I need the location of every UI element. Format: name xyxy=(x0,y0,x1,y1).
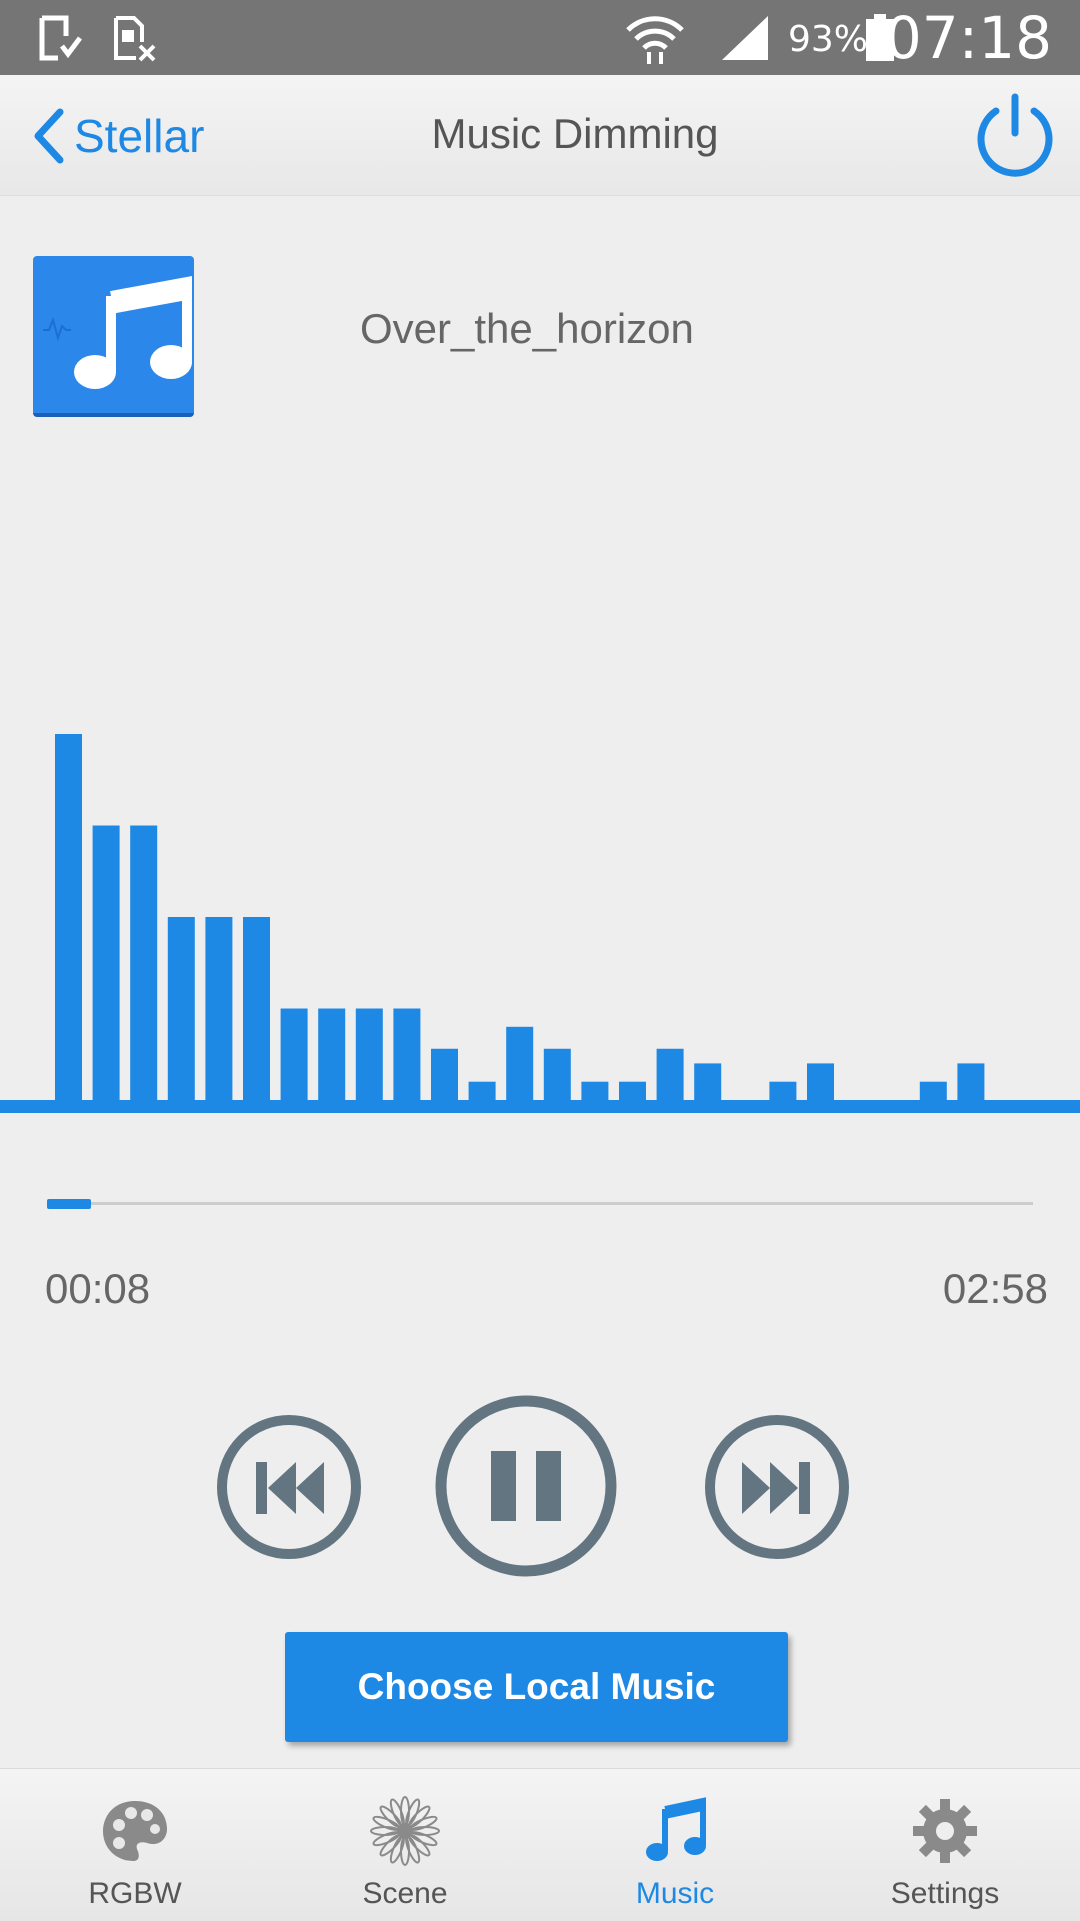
sim-error-icon xyxy=(114,16,156,62)
spectrum-bar xyxy=(355,1008,383,1100)
total-time: 02:58 xyxy=(942,1265,1048,1312)
album-art xyxy=(33,256,194,417)
back-label: Stellar xyxy=(74,110,205,162)
spectrum-bar xyxy=(694,1063,722,1100)
chevron-left-icon xyxy=(34,108,64,164)
nav-item-settings[interactable]: Settings xyxy=(810,1769,1080,1921)
next-button[interactable] xyxy=(704,1414,850,1560)
spectrum-bar xyxy=(543,1048,571,1100)
palette-icon xyxy=(103,1801,167,1861)
back-button[interactable]: Stellar xyxy=(30,101,204,171)
battery-icon xyxy=(866,14,894,61)
current-time: 00:08 xyxy=(45,1265,151,1312)
seek-bar[interactable] xyxy=(47,1202,1033,1205)
bottom-nav: RGBW Scene Music Settings xyxy=(0,1768,1080,1921)
nav-label-settings: Settings xyxy=(890,1877,1000,1910)
music-note-icon xyxy=(646,1797,706,1861)
spectrum-bar xyxy=(619,1081,646,1100)
track-title: Over_the_horizon xyxy=(360,305,694,352)
flower-icon xyxy=(370,1796,440,1866)
power-icon[interactable] xyxy=(972,93,1058,179)
skip-back-icon xyxy=(256,1462,324,1514)
nav-label-rgbw: RGBW xyxy=(88,1877,182,1910)
pause-button[interactable] xyxy=(434,1394,618,1578)
spectrum-bar xyxy=(506,1026,534,1100)
spectrum-bar xyxy=(957,1063,985,1100)
spectrum-bar xyxy=(167,917,195,1100)
spectrum-bar xyxy=(919,1081,947,1100)
seek-bar-progress[interactable] xyxy=(47,1199,91,1209)
spectrum-baseline xyxy=(0,1100,1080,1113)
nav-item-music[interactable]: Music xyxy=(540,1769,810,1921)
spectrum-bar xyxy=(205,917,233,1100)
clock: 07:18 xyxy=(884,4,1052,72)
gear-icon xyxy=(913,1799,977,1863)
nav-item-rgbw[interactable]: RGBW xyxy=(0,1769,270,1921)
spectrum-bar xyxy=(468,1081,496,1100)
pause-icon xyxy=(491,1451,561,1521)
document-check-icon xyxy=(39,15,82,61)
nav-label-scene: Scene xyxy=(362,1877,448,1910)
choose-local-music-button[interactable]: Choose Local Music xyxy=(285,1632,788,1742)
status-bar: 93% 07:18 xyxy=(0,0,1080,75)
skip-forward-icon xyxy=(742,1462,810,1514)
spectrum-bar xyxy=(243,917,270,1100)
spectrum-bar xyxy=(130,825,158,1100)
spectrum-bar xyxy=(280,1008,308,1100)
spectrum-visualizer xyxy=(0,734,1080,1113)
spectrum-bar xyxy=(393,1008,421,1100)
spectrum-bar xyxy=(807,1063,834,1100)
nav-label-music: Music xyxy=(635,1877,715,1910)
nav-item-scene[interactable]: Scene xyxy=(270,1769,540,1921)
spectrum-bar xyxy=(92,825,120,1100)
spectrum-bar xyxy=(318,1008,346,1100)
spectrum-bar xyxy=(55,734,82,1100)
spectrum-bar xyxy=(656,1048,684,1100)
music-note-icon xyxy=(43,275,192,389)
spectrum-bar xyxy=(581,1081,609,1100)
battery-percent: 93% xyxy=(788,19,869,60)
signal-icon xyxy=(722,16,768,60)
app-header: Stellar Music Dimming xyxy=(0,75,1080,196)
spectrum-bar xyxy=(431,1048,458,1100)
page-title: Music Dimming xyxy=(431,110,719,157)
spectrum-bar xyxy=(769,1081,797,1100)
previous-button[interactable] xyxy=(216,1414,362,1560)
wifi-icon xyxy=(626,16,684,64)
